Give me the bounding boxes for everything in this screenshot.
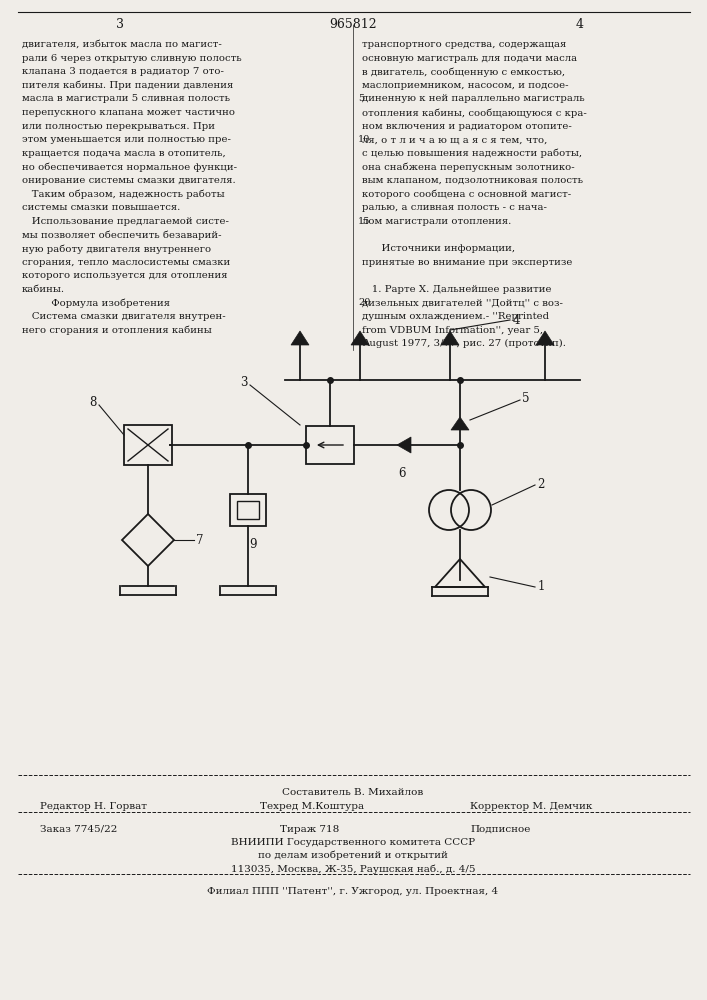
Text: 5: 5 [358,94,364,103]
Text: душным охлаждением.- ''Reprinted: душным охлаждением.- ''Reprinted [362,312,549,321]
Text: которого используется для отопления: которого используется для отопления [22,271,228,280]
Text: 7: 7 [196,534,204,546]
Text: from VDBUM Information'', year 5,: from VDBUM Information'', year 5, [362,326,543,335]
Polygon shape [451,417,469,430]
Text: маслоприемником, насосом, и подсое-: маслоприемником, насосом, и подсое- [362,81,568,90]
Text: 4: 4 [513,314,520,326]
Text: 20: 20 [358,298,370,307]
Text: 965812: 965812 [329,18,377,31]
Text: ля, о т л и ч а ю щ а я с я тем, что,: ля, о т л и ч а ю щ а я с я тем, что, [362,135,547,144]
Text: Система смазки двигателя внутрен-: Система смазки двигателя внутрен- [22,312,226,321]
Polygon shape [441,331,459,345]
Text: 1. Рарте Х. Дальнейшее развитие: 1. Рарте Х. Дальнейшее развитие [362,285,551,294]
Text: но обеспечивается нормальное функци-: но обеспечивается нормальное функци- [22,162,237,172]
Text: кабины.: кабины. [22,285,65,294]
Text: лом магистрали отопления.: лом магистрали отопления. [362,217,511,226]
Text: перепускного клапана может частично: перепускного клапана может частично [22,108,235,117]
Text: него сгорания и отопления кабины: него сгорания и отопления кабины [22,326,212,335]
Text: ВНИИПИ Государственного комитета СССР: ВНИИПИ Государственного комитета СССР [231,838,475,847]
Text: 9: 9 [250,538,257,551]
Text: Формула изобретения: Формула изобретения [22,298,170,308]
Text: 113035, Москва, Ж-35, Раушская наб., д. 4/5: 113035, Москва, Ж-35, Раушская наб., д. … [230,864,475,874]
Text: 3: 3 [240,376,248,389]
Text: 1: 1 [538,580,545,593]
Text: основную магистраль для подачи масла: основную магистраль для подачи масла [362,54,577,63]
Text: August 1977, 3/77, рис. 27 (прототип).: August 1977, 3/77, рис. 27 (прототип). [362,339,566,348]
Text: в двигатель, сообщенную с емкостью,: в двигатель, сообщенную с емкостью, [362,67,565,77]
Text: она снабжена перепускным золотнико-: она снабжена перепускным золотнико- [362,162,575,172]
Text: 15: 15 [358,217,370,226]
Text: кращается подача масла в отопитель,: кращается подача масла в отопитель, [22,149,226,158]
Text: принятые во внимание при экспертизе: принятые во внимание при экспертизе [362,258,573,267]
Polygon shape [351,331,369,345]
Text: Подписное: Подписное [470,825,530,834]
Bar [306,426,354,464]
Text: Источники информации,: Источники информации, [362,244,515,253]
Text: или полностью перекрываться. При: или полностью перекрываться. При [22,122,215,131]
Text: 2: 2 [537,479,544,491]
Text: системы смазки повышается.: системы смазки повышается. [22,203,180,212]
Text: 3: 3 [116,18,124,31]
Text: Использование предлагаемой систе-: Использование предлагаемой систе- [22,217,229,226]
Text: с целью повышения надежности работы,: с целью повышения надежности работы, [362,149,582,158]
Text: 6: 6 [398,467,406,480]
Text: дизельных двигателей ''Дойтц'' с воз-: дизельных двигателей ''Дойтц'' с воз- [362,298,563,307]
Text: отопления кабины, сообщающуюся с кра-: отопления кабины, сообщающуюся с кра- [362,108,587,117]
Text: 5: 5 [522,391,530,404]
Text: ралью, а сливная полость - с нача-: ралью, а сливная полость - с нача- [362,203,547,212]
Text: Таким образом, надежность работы: Таким образом, надежность работы [22,190,225,199]
Text: Редактор Н. Горват: Редактор Н. Горват [40,802,147,811]
Polygon shape [536,331,554,345]
Text: Корректор М. Демчик: Корректор М. Демчик [470,802,592,811]
Text: двигателя, избыток масла по магист-: двигателя, избыток масла по магист- [22,40,222,49]
Text: масла в магистрали 5 сливная полость: масла в магистрали 5 сливная полость [22,94,230,103]
Text: транспортного средства, содержащая: транспортного средства, содержащая [362,40,566,49]
Text: Техред М.Коштура: Техред М.Коштура [260,802,364,811]
Bar [230,494,266,526]
Polygon shape [291,331,309,345]
Text: которого сообщена с основной магист-: которого сообщена с основной магист- [362,190,571,199]
Text: этом уменьшается или полностью пре-: этом уменьшается или полностью пре- [22,135,231,144]
Text: 8: 8 [90,396,97,410]
Text: диненную к ней параллельно магистраль: диненную к ней параллельно магистраль [362,94,585,103]
Text: Составитель В. Михайлов: Составитель В. Михайлов [282,788,423,797]
Text: ном включения и радиатором отопите-: ном включения и радиатором отопите- [362,122,572,131]
Text: мы позволяет обеспечить безаварий-: мы позволяет обеспечить безаварий- [22,230,221,240]
Text: пителя кабины. При падении давления: пителя кабины. При падении давления [22,81,233,90]
Text: Тираж 718: Тираж 718 [280,825,339,834]
Text: Филиал ППП ''Патент'', г. Ужгород, ул. Проектная, 4: Филиал ППП ''Патент'', г. Ужгород, ул. П… [207,887,498,896]
Text: по делам изобретений и открытий: по делам изобретений и открытий [258,851,448,860]
Text: ную работу двигателя внутреннего: ную работу двигателя внутреннего [22,244,211,253]
Text: 10: 10 [358,135,370,144]
Text: рали 6 через открытую сливную полость: рали 6 через открытую сливную полость [22,54,242,63]
Text: клапана 3 подается в радиатор 7 ото-: клапана 3 подается в радиатор 7 ото- [22,67,224,76]
Text: онирование системы смазки двигателя.: онирование системы смазки двигателя. [22,176,235,185]
Text: 4: 4 [576,18,584,31]
Text: вым клапаном, подзолотниковая полость: вым клапаном, подзолотниковая полость [362,176,583,185]
Text: сгорания, тепло маслосистемы смазки: сгорания, тепло маслосистемы смазки [22,258,230,267]
Text: Заказ 7745/22: Заказ 7745/22 [40,825,117,834]
Bar [237,501,259,519]
Bar [124,425,172,465]
Polygon shape [397,437,411,453]
